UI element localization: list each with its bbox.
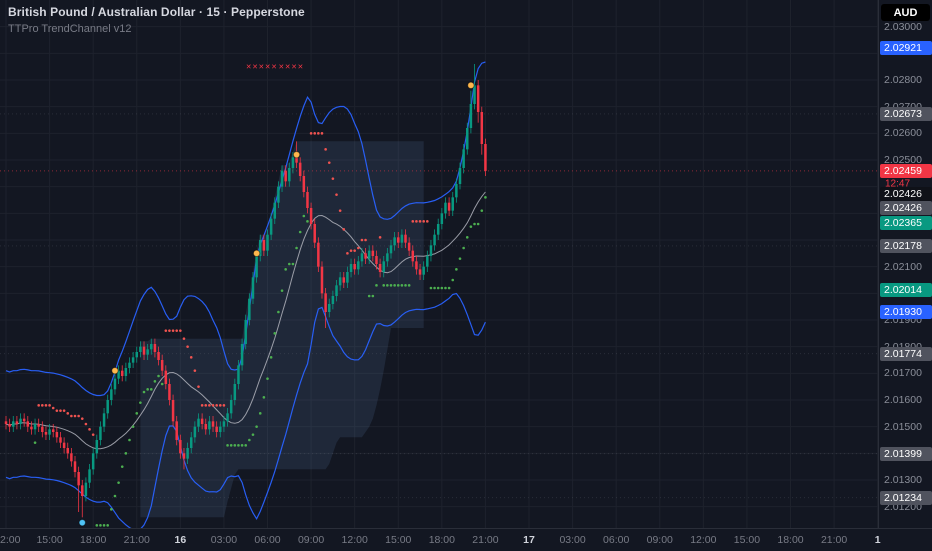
price-tick-label: 2.02100 [884,260,922,273]
time-label-day: 17 [523,534,535,546]
time-label: 09:00 [297,534,325,546]
price-tick-label: 2.02800 [884,74,922,86]
symbol-title[interactable]: British Pound / Australian Dollar · 15 ·… [8,5,305,19]
time-label: 18:00 [80,534,107,546]
time-label: 21:00 [123,534,150,546]
price-badge-gray: 2.01774 [880,346,932,361]
price-tick-label: 2.02600 [884,127,922,140]
price-badge-blue: 2.02921 [880,40,932,55]
time-label: 18:00 [777,534,804,546]
time-label: 15:00 [36,534,63,546]
price-tick-label: 2.01700 [884,367,922,380]
price-tick-label: 2.03000 [884,20,922,33]
time-label: 06:00 [254,534,281,546]
currency-badge[interactable]: AUD [881,4,930,21]
trend-zone [140,141,424,518]
time-label: 03:00 [210,534,238,546]
price-tick-label: 2.01600 [884,394,922,406]
chart-legend: British Pound / Australian Dollar · 15 ·… [8,5,305,35]
time-label: 09:00 [646,534,673,546]
price-badge-gray: 2.01399 [880,446,932,461]
price-badge-dark: 2.02426 [880,186,932,201]
trend-dots [33,132,487,527]
signal-circle-marker [78,518,86,527]
price-badge-gray: 2.02673 [880,106,932,121]
time-label: 06:00 [603,534,630,546]
time-label: 15:00 [733,534,761,546]
signal-circle-marker [252,249,261,258]
signal-markers: ✕✕✕✕✕ ✕✕✕✕ [78,64,475,527]
price-badge-gray: 2.02426 [880,200,932,215]
price-badge-gray: 2.02178 [880,238,932,253]
time-label-day: 16 [174,534,187,546]
price-tick-label: 2.01500 [884,420,922,433]
price-axis[interactable]: AUD 2.030002.028002.027002.026002.025002… [878,0,932,528]
signal-circle-marker [111,366,119,375]
price-badge-gray: 2.01234 [880,490,932,505]
time-label: 18:00 [428,534,455,546]
signal-circle-marker [467,81,475,90]
x-cluster-marker: ✕✕✕✕ [278,64,303,71]
bar-countdown: 12:47 [885,178,911,190]
price-badge-blue: 2.01930 [880,305,932,319]
time-label-day: 1 [874,534,881,546]
price-badge-red: 2.02459 [880,163,932,178]
time-label: 2:00 [0,534,21,546]
time-axis[interactable]: 2:00 15:00 18:00 21:00 16 03:00 06:00 09:00 12:0… [0,528,932,551]
time-label: 03:00 [559,534,586,546]
indicator-title[interactable]: TTPro TrendChannel v12 [8,23,132,35]
price-badge-green: 2.02014 [880,282,932,297]
time-label: 15:00 [385,534,412,546]
price-tick-label: 2.02500 [884,154,922,166]
price-tick-label: 2.01300 [884,474,922,486]
time-label: 21:00 [472,534,499,546]
candles [4,64,487,518]
price-badge-green: 2.02365 [880,216,932,230]
time-label: 21:00 [820,534,848,546]
time-label: 12:00 [690,534,717,546]
signal-circle-marker [292,150,301,159]
time-label: 12:00 [341,534,368,546]
grid-lines [0,0,879,528]
channel-mid-line [5,191,486,450]
x-cluster-marker: ✕✕✕✕✕ [246,64,278,71]
